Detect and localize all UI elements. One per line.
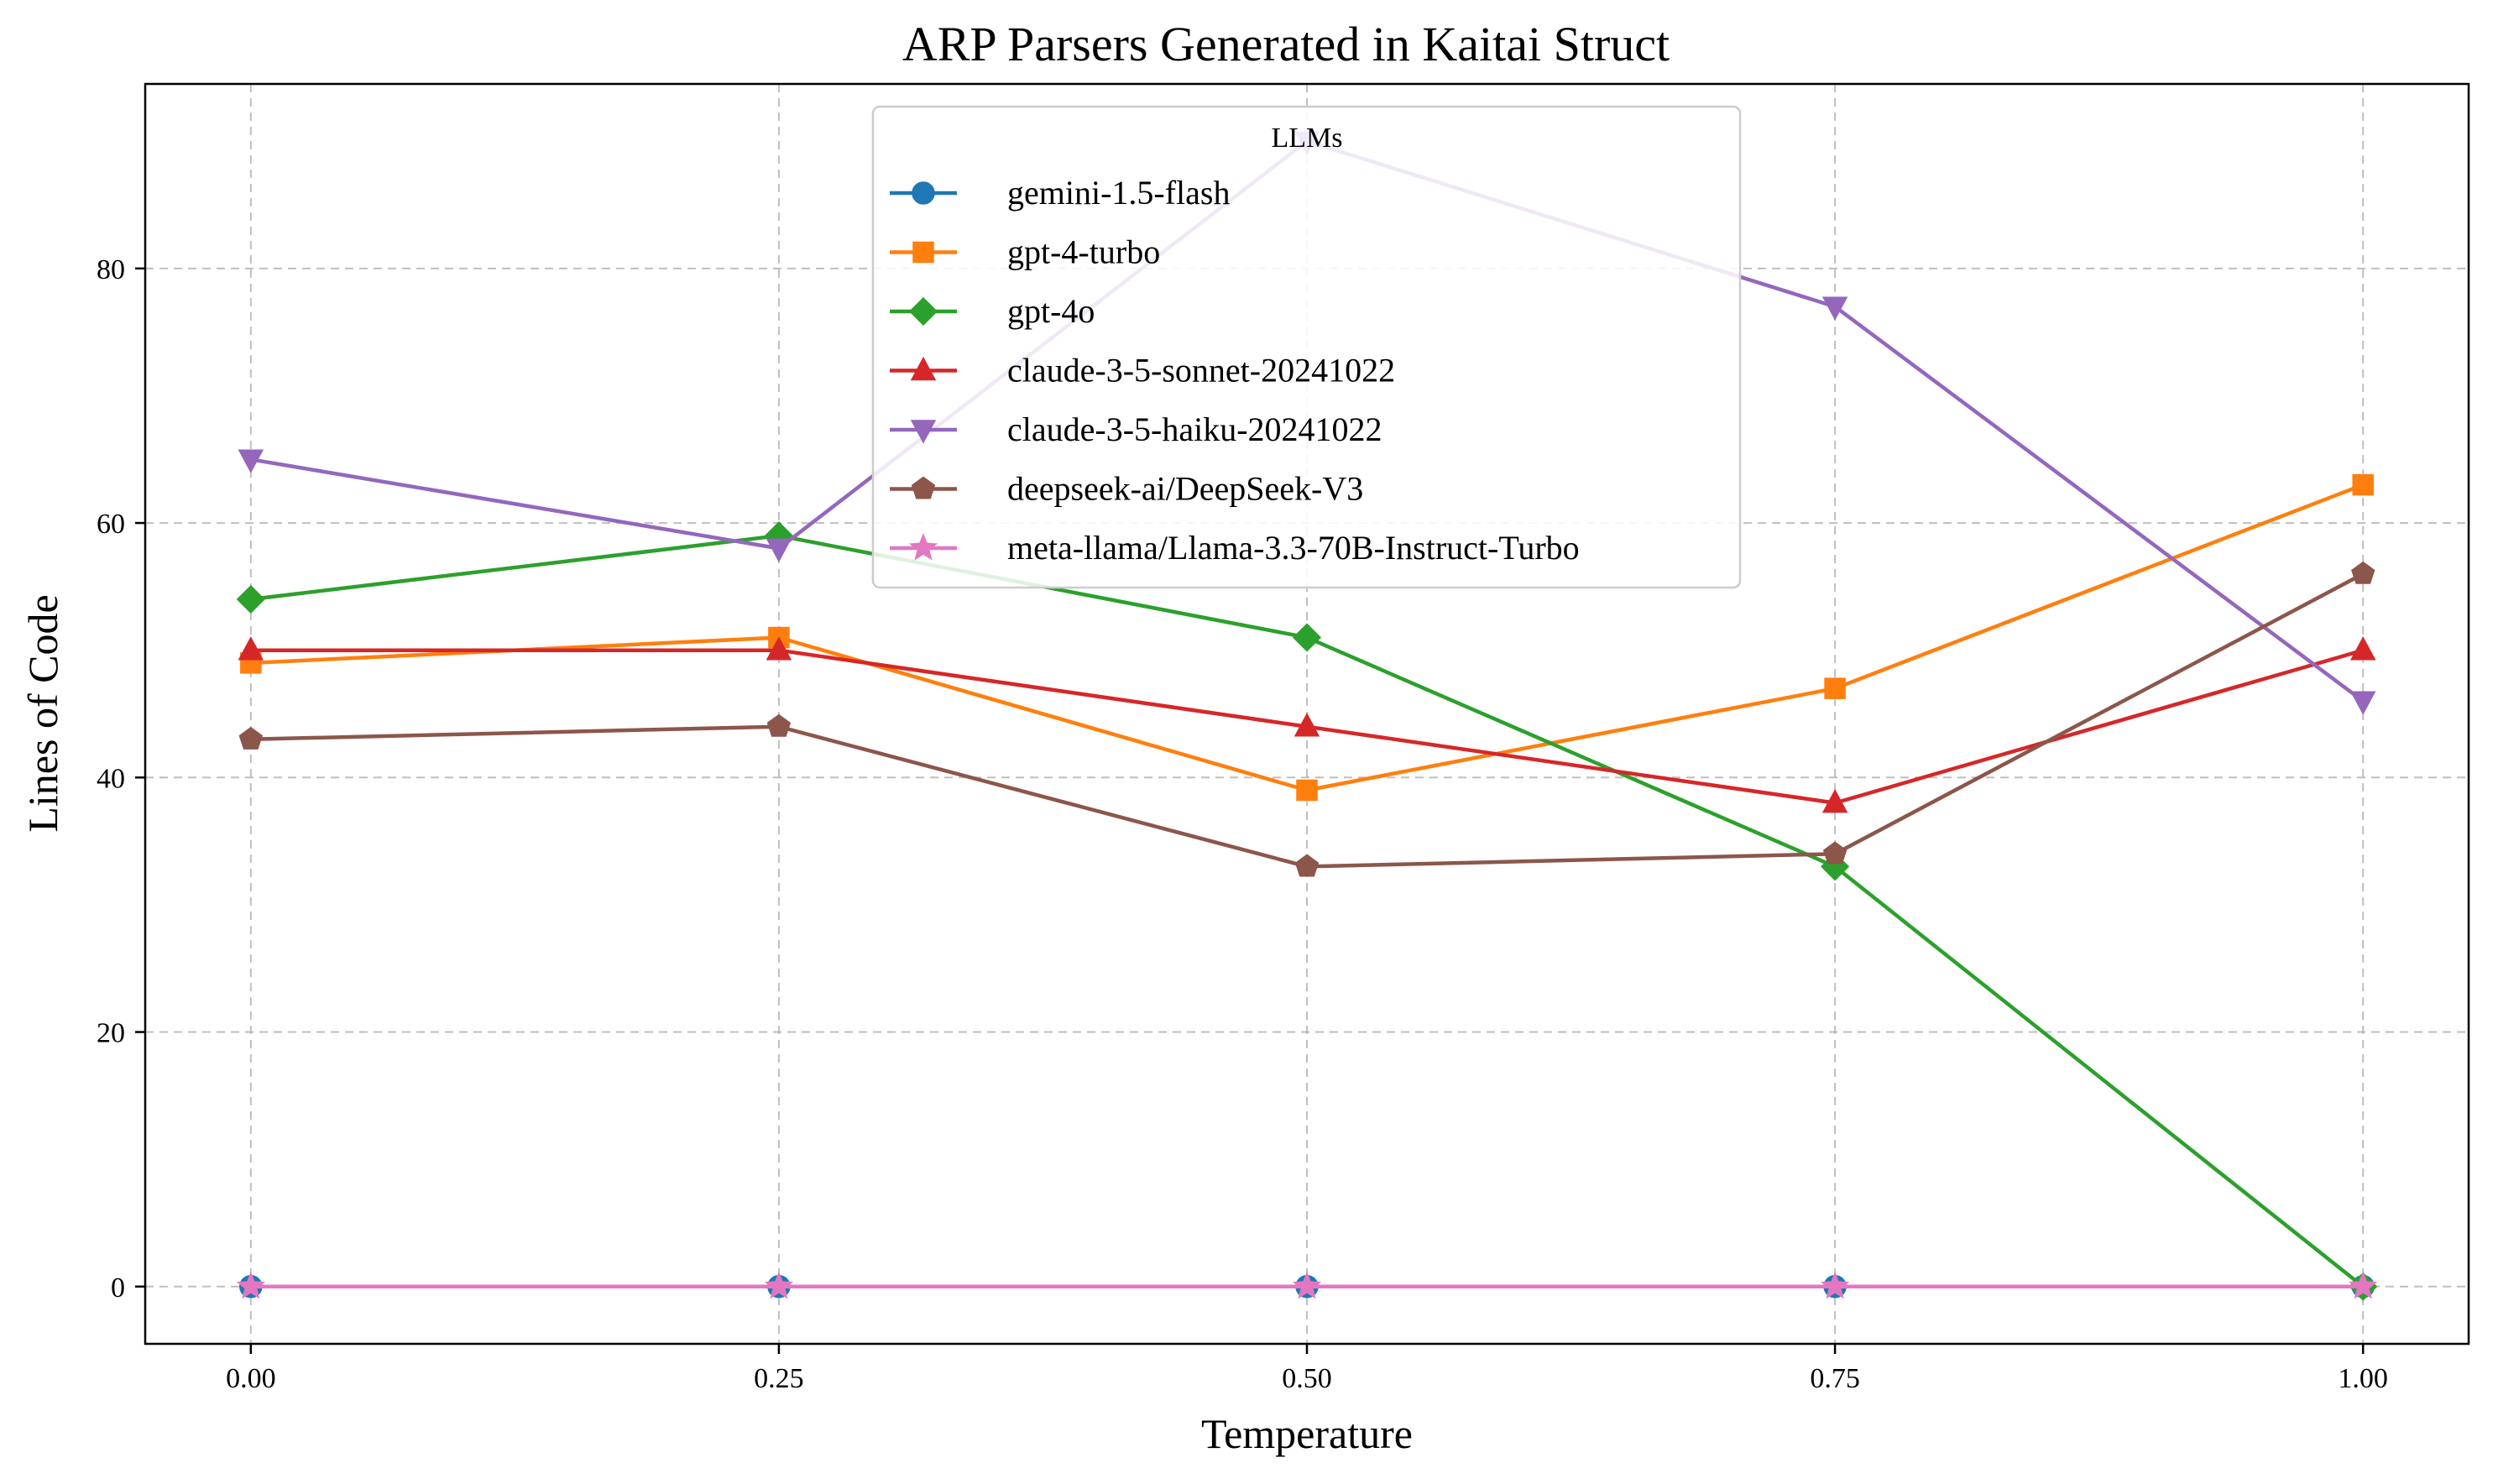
legend-item: gpt-4-turbo (890, 233, 1160, 271)
legend-item: claude-3-5-sonnet-20241022 (890, 352, 1395, 389)
legend-label: deepseek-ai/DeepSeek-V3 (1007, 470, 1363, 508)
data-point (1820, 1271, 1850, 1299)
y-axis-label: Lines of Code (19, 594, 66, 832)
data-point (1821, 789, 1848, 813)
data-point (2349, 1271, 2378, 1299)
legend-item: gemini-1.5-flash (890, 174, 1231, 212)
x-tick-label: 0.00 (226, 1363, 276, 1394)
y-tick-label: 80 (97, 254, 125, 285)
legend-label: meta-llama/Llama-3.3-70B-Instruct-Turbo (1007, 529, 1580, 567)
legend-marker (908, 296, 938, 327)
series-6 (236, 1271, 2378, 1299)
data-point (1822, 841, 1848, 865)
x-tick-label: 1.00 (2338, 1363, 2388, 1394)
legend-label: gemini-1.5-flash (1007, 174, 1231, 212)
data-point (236, 1271, 265, 1299)
data-point (2349, 636, 2376, 661)
y-tick-label: 60 (97, 509, 125, 540)
legend-item: claude-3-5-haiku-20241022 (890, 410, 1382, 448)
data-point (238, 726, 263, 750)
legend-label: gpt-4o (1007, 292, 1095, 330)
y-tick-label: 0 (111, 1272, 125, 1304)
x-tick-label: 0.25 (754, 1363, 804, 1394)
legend-marker (911, 476, 936, 499)
data-point (2349, 691, 2376, 715)
data-point (2351, 561, 2375, 584)
legend-marker (910, 420, 937, 444)
data-point (1296, 779, 1318, 802)
legend-label: claude-3-5-sonnet-20241022 (1007, 352, 1395, 389)
series-1 (240, 473, 2374, 802)
legend-marker (908, 532, 938, 561)
x-axis-label: Temperature (1201, 1410, 1413, 1457)
legend-label: claude-3-5-haiku-20241022 (1007, 410, 1382, 448)
data-point (2352, 473, 2374, 496)
legend-title: LLMs (1272, 123, 1343, 154)
data-point (236, 584, 265, 614)
data-point (764, 1271, 794, 1299)
series-3 (238, 636, 2376, 813)
legend-marker (912, 181, 935, 205)
data-point (238, 636, 264, 661)
legend: LLMs gemini-1.5-flash gpt-4-turbo gpt-4o cl… (871, 105, 1742, 589)
data-point (1292, 623, 1322, 652)
x-tick-label: 0.50 (1282, 1363, 1332, 1394)
data-point (1824, 677, 1846, 699)
series-5 (238, 561, 2375, 877)
legend-item: meta-llama/Llama-3.3-70B-Instruct-Turbo (890, 529, 1580, 567)
data-point (1294, 713, 1320, 737)
legend-item: deepseek-ai/DeepSeek-V3 (890, 470, 1363, 508)
legend-label: gpt-4-turbo (1007, 233, 1160, 271)
axis-ticks: 0.00 0.25 0.50 0.75 1.00 0 20 40 60 80 (97, 254, 2388, 1394)
legend-item: gpt-4o (890, 292, 1095, 330)
y-tick-label: 20 (97, 1018, 125, 1049)
legend-marker (910, 356, 937, 381)
data-point (766, 713, 792, 737)
data-point (766, 636, 792, 661)
legend-marker (912, 241, 934, 264)
x-tick-label: 0.75 (1810, 1363, 1860, 1394)
y-tick-label: 40 (97, 763, 125, 794)
data-point (1292, 1271, 1322, 1299)
data-point (238, 449, 264, 473)
data-point (766, 538, 792, 562)
data-point (1294, 854, 1320, 877)
legend-box (871, 105, 1742, 589)
chart-title: ARP Parsers Generated in Kaitai Struct (902, 17, 1670, 71)
data-point (1821, 296, 1848, 321)
